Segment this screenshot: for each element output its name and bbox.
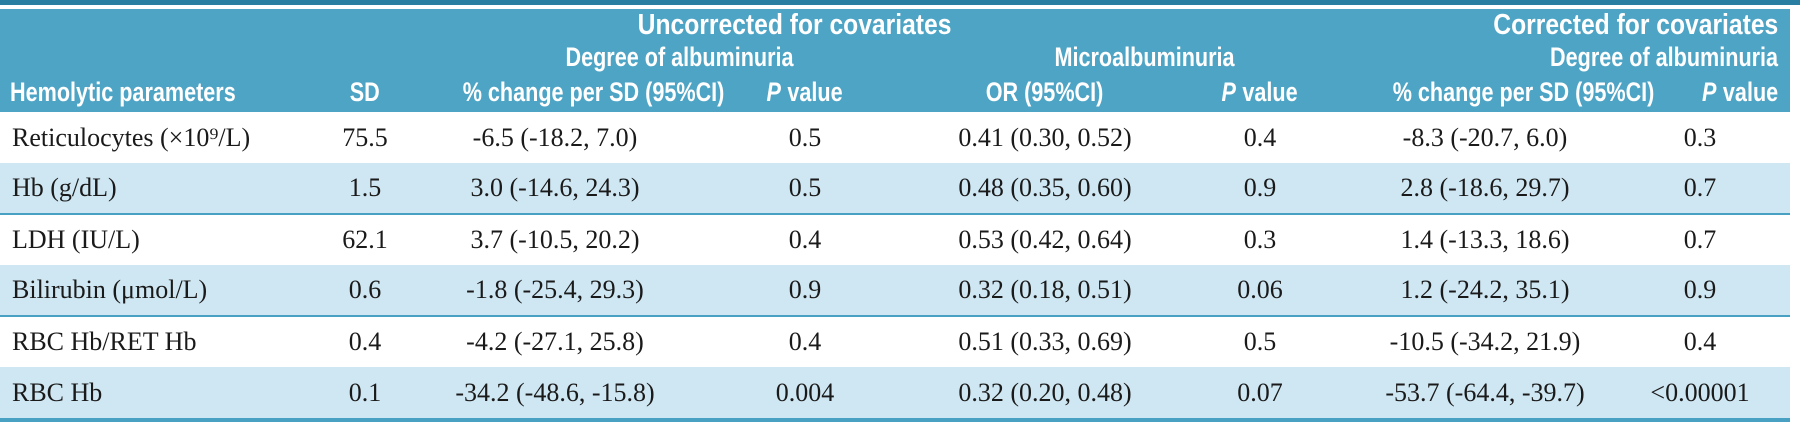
cell-sd: 0.6 [348, 275, 382, 304]
cell-p-value-3: 0.4 [1683, 327, 1717, 356]
cell-sd: 0.4 [348, 327, 382, 356]
table-row-rbc-hb-ret-hb: RBC Hb/RET Hb 0.4 -4.2 (-27.1, 25.8) 0.4… [0, 316, 1790, 367]
row-label: Reticulocytes (×10⁹/L) [12, 122, 251, 152]
cell-pct-change-corrected: 1.2 (-24.2, 35.1) [1400, 275, 1570, 304]
cell-pct-change-corrected: -53.7 (-64.4, -39.7) [1385, 377, 1585, 407]
table-header: Uncorrected for covariates Corrected for… [0, 9, 1790, 112]
group-header-corrected-cell: Corrected for covariates [1160, 9, 1790, 42]
cell-pct-change-uncorrected: 3.7 (-10.5, 20.2) [470, 225, 640, 254]
col-header-pct-change-corrected: % change per SD (95%CI) [1392, 77, 1655, 107]
p-symbol: P [1701, 77, 1717, 107]
row-label: Hb (g/dL) [12, 173, 117, 202]
cell-sd: 62.1 [342, 225, 388, 254]
cell-pct-change-corrected: 1.4 (-13.3, 18.6) [1400, 225, 1570, 254]
p-word: value [1722, 77, 1778, 107]
col-header-parameters: Hemolytic parameters [10, 77, 236, 107]
table-body: Reticulocytes (×10⁹/L) 75.5 -6.5 (-18.2,… [0, 112, 1790, 418]
cell-p-value-1: 0.9 [788, 275, 822, 304]
cell-p-value-1: 0.4 [788, 225, 822, 254]
cell-or: 0.53 (0.42, 0.64) [958, 225, 1132, 254]
group-header-corrected: Corrected for covariates [1493, 9, 1778, 41]
row-label: RBC Hb/RET Hb [12, 327, 197, 356]
cell-p-value-3: 0.7 [1683, 225, 1717, 254]
col-header-pct-change-corrected-cell: % change per SD (95%CI) [1360, 73, 1654, 112]
col-header-sd: SD [349, 77, 380, 107]
table-row-ldh: LDH (IU/L) 62.1 3.7 (-10.5, 20.2) 0.4 0.… [0, 214, 1790, 265]
table-row-bilirubin: Bilirubin (μmol/L) 0.6 -1.8 (-25.4, 29.3… [0, 265, 1790, 316]
top-rule [0, 0, 1800, 5]
hemolytic-parameters-table: Uncorrected for covariates Corrected for… [0, 9, 1790, 418]
table-row-rbc-hb: RBC Hb 0.1 -34.2 (-48.6, -15.8) 0.004 0.… [0, 367, 1790, 418]
subgroup-degree-albuminuria-left: Degree of albuminuria [565, 42, 795, 72]
subgroup-degree-albuminuria-left-cell: Degree of albuminuria [430, 42, 930, 73]
subgroup-microalbuminuria-cell: Microalbuminuria [930, 42, 1360, 73]
group-header-uncorrected-cell: Uncorrected for covariates [430, 9, 1160, 42]
bottom-rule [0, 418, 1790, 422]
cell-or: 0.32 (0.20, 0.48) [958, 377, 1132, 407]
group-header-uncorrected: Uncorrected for covariates [638, 9, 952, 41]
col-header-sd-cell: SD [300, 73, 430, 112]
cell-p-value-3: 0.3 [1683, 122, 1717, 152]
cell-sd: 75.5 [342, 122, 388, 152]
table-row-reticulocytes: Reticulocytes (×10⁹/L) 75.5 -6.5 (-18.2,… [0, 112, 1790, 163]
cell-p-value-2: 0.5 [1243, 327, 1277, 356]
cell-pct-change-corrected: -8.3 (-20.7, 6.0) [1402, 122, 1568, 152]
cell-p-value-2: 0.4 [1243, 122, 1277, 152]
subgroup-degree-albuminuria-right: Degree of albuminuria [1549, 42, 1778, 72]
col-header-pct-change-uncorrected: % change per SD (95%CI) [462, 77, 725, 107]
cell-p-value-1: 0.004 [775, 377, 835, 407]
group-header-spacer [0, 9, 430, 42]
cell-pct-change-uncorrected: 3.0 (-14.6, 24.3) [470, 173, 640, 202]
cell-or: 0.41 (0.30, 0.52) [958, 122, 1132, 152]
cell-pct-change-uncorrected: -34.2 (-48.6, -15.8) [455, 377, 655, 407]
cell-sd: 1.5 [348, 173, 382, 202]
cell-p-value-3: <0.00001 [1650, 377, 1750, 407]
cell-pct-change-uncorrected: -4.2 (-27.1, 25.8) [466, 327, 644, 356]
cell-p-value-1: 0.5 [788, 173, 822, 202]
p-word: value [1242, 77, 1299, 107]
cell-or: 0.32 (0.18, 0.51) [958, 275, 1132, 304]
row-label: LDH (IU/L) [12, 225, 140, 254]
subgroup-header-row: Degree of albuminuria Microalbuminuria D… [0, 42, 1790, 73]
cell-or: 0.48 (0.35, 0.60) [958, 173, 1132, 202]
col-header-or-cell: OR (95%CI) [930, 73, 1160, 112]
column-header-row: Hemolytic parameters SD % change per SD … [0, 73, 1790, 112]
cell-pct-change-corrected: 2.8 (-18.6, 29.7) [1400, 173, 1570, 202]
col-header-parameters-cell: Hemolytic parameters [0, 73, 300, 112]
group-header-row: Uncorrected for covariates Corrected for… [0, 9, 1790, 42]
col-header-pct-change-uncorrected-cell: % change per SD (95%CI) [430, 73, 724, 112]
row-label: Bilirubin (μmol/L) [12, 275, 208, 304]
p-word: value [787, 77, 844, 107]
cell-p-value-2: 0.06 [1237, 275, 1283, 304]
cell-p-value-2: 0.07 [1237, 377, 1283, 407]
col-header-or: OR (95%CI) [986, 77, 1104, 107]
cell-p-value-3: 0.7 [1683, 173, 1717, 202]
cell-pct-change-uncorrected: -1.8 (-25.4, 29.3) [466, 275, 644, 304]
subgroup-degree-albuminuria-right-cell: Degree of albuminuria [1360, 42, 1790, 73]
table-row-hb: Hb (g/dL) 1.5 3.0 (-14.6, 24.3) 0.5 0.48… [0, 163, 1790, 214]
cell-pct-change-uncorrected: -6.5 (-18.2, 7.0) [472, 122, 638, 152]
cell-or: 0.51 (0.33, 0.69) [958, 327, 1132, 356]
cell-p-value-1: 0.4 [788, 327, 822, 356]
subgroup-microalbuminuria: Microalbuminuria [1054, 42, 1236, 72]
p-symbol: P [1221, 77, 1237, 107]
cell-pct-change-corrected: -10.5 (-34.2, 21.9) [1389, 327, 1581, 356]
row-label: RBC Hb [12, 377, 103, 407]
p-symbol: P [766, 77, 782, 107]
cell-p-value-2: 0.9 [1243, 173, 1277, 202]
cell-p-value-1: 0.5 [788, 122, 822, 152]
cell-p-value-2: 0.3 [1243, 225, 1277, 254]
subgroup-header-spacer [0, 42, 430, 73]
cell-p-value-3: 0.9 [1683, 275, 1717, 304]
cell-sd: 0.1 [348, 377, 382, 407]
